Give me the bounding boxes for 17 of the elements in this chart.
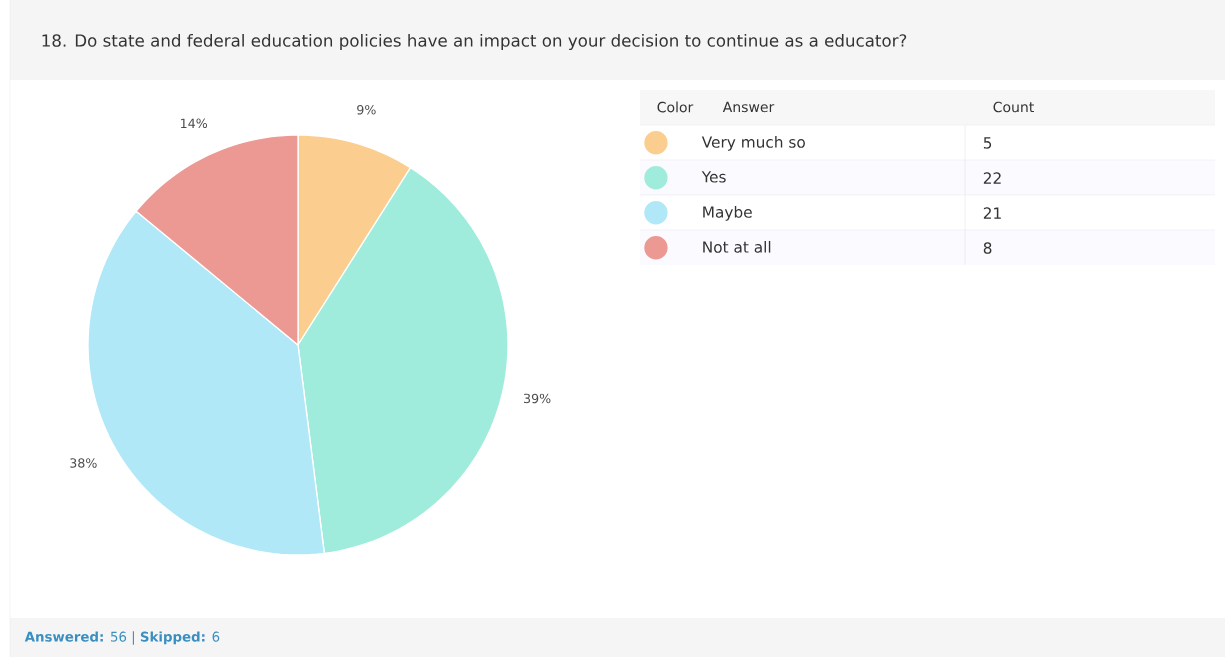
text: Count: [993, 101, 1034, 113]
data-label: 8: [983, 242, 992, 254]
data-label: 22: [983, 172, 1001, 184]
data-label: 38%: [70, 458, 97, 468]
legend-label: Not at all: [703, 240, 771, 253]
data-label: 14%: [181, 118, 208, 129]
legend-label: Maybe: [703, 205, 752, 221]
legend-label: Very much so: [701, 135, 805, 151]
data-label: 5: [983, 137, 992, 149]
legend-label: Yes: [701, 171, 726, 183]
data-label: 21: [983, 207, 1001, 219]
text: Answered: 56 | Skipped: 6: [24, 631, 220, 645]
text: Color: [657, 101, 694, 113]
text: Answer: [722, 101, 775, 113]
data-label: 39%: [523, 393, 551, 404]
chart-title: 18. Do state and federal education policies have an impact on your decision to continue as a educator?: [42, 33, 907, 51]
data-label: 9%: [357, 104, 376, 115]
